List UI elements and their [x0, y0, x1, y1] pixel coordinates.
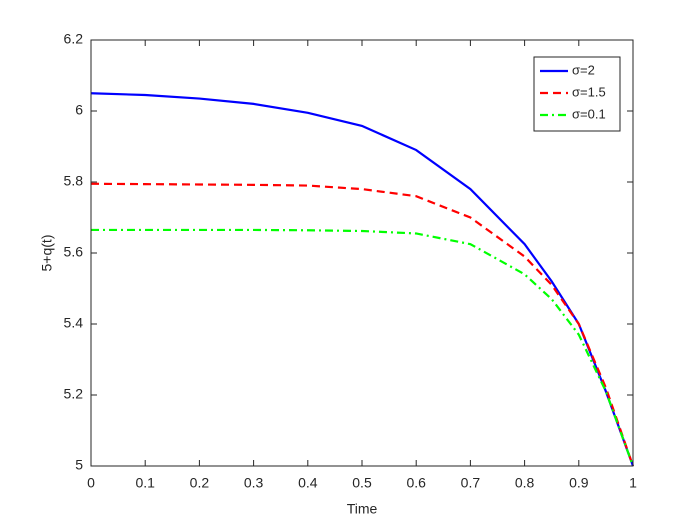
- x-tick-label: 0.9: [569, 475, 589, 491]
- legend-label: σ=0.1: [572, 106, 606, 121]
- x-tick-label: 0.8: [515, 475, 535, 491]
- y-tick-label: 5: [75, 457, 83, 473]
- x-axis-label: Time: [347, 501, 378, 517]
- legend-box: [533, 56, 621, 132]
- x-tick-label: 0.5: [352, 475, 372, 491]
- y-axis-label: 5+q(t): [39, 235, 55, 272]
- x-tick-label: 1: [629, 475, 637, 491]
- line-series: [91, 228, 635, 467]
- y-tick-label: 6: [75, 102, 83, 118]
- x-tick-label: 0: [87, 475, 95, 491]
- x-tick-label: 0.7: [461, 475, 481, 491]
- y-tick-label: 5.6: [64, 244, 84, 260]
- x-tick-label: 0.4: [298, 475, 318, 491]
- plot-frame: [90, 39, 634, 467]
- legend-label: σ=2: [572, 62, 595, 77]
- x-tick-label: 0.2: [190, 475, 210, 491]
- y-tick-label: 5.2: [64, 386, 84, 402]
- legend-label: σ=1.5: [572, 84, 606, 99]
- y-tick-label: 5.8: [64, 173, 84, 189]
- y-tick-label: 6.2: [64, 31, 84, 47]
- line-series: [90, 182, 635, 467]
- x-tick-label: 0.6: [406, 475, 426, 491]
- x-tick-label: 0.3: [244, 475, 264, 491]
- x-tick-label: 0.1: [135, 475, 155, 491]
- y-tick-label: 5.4: [64, 315, 84, 331]
